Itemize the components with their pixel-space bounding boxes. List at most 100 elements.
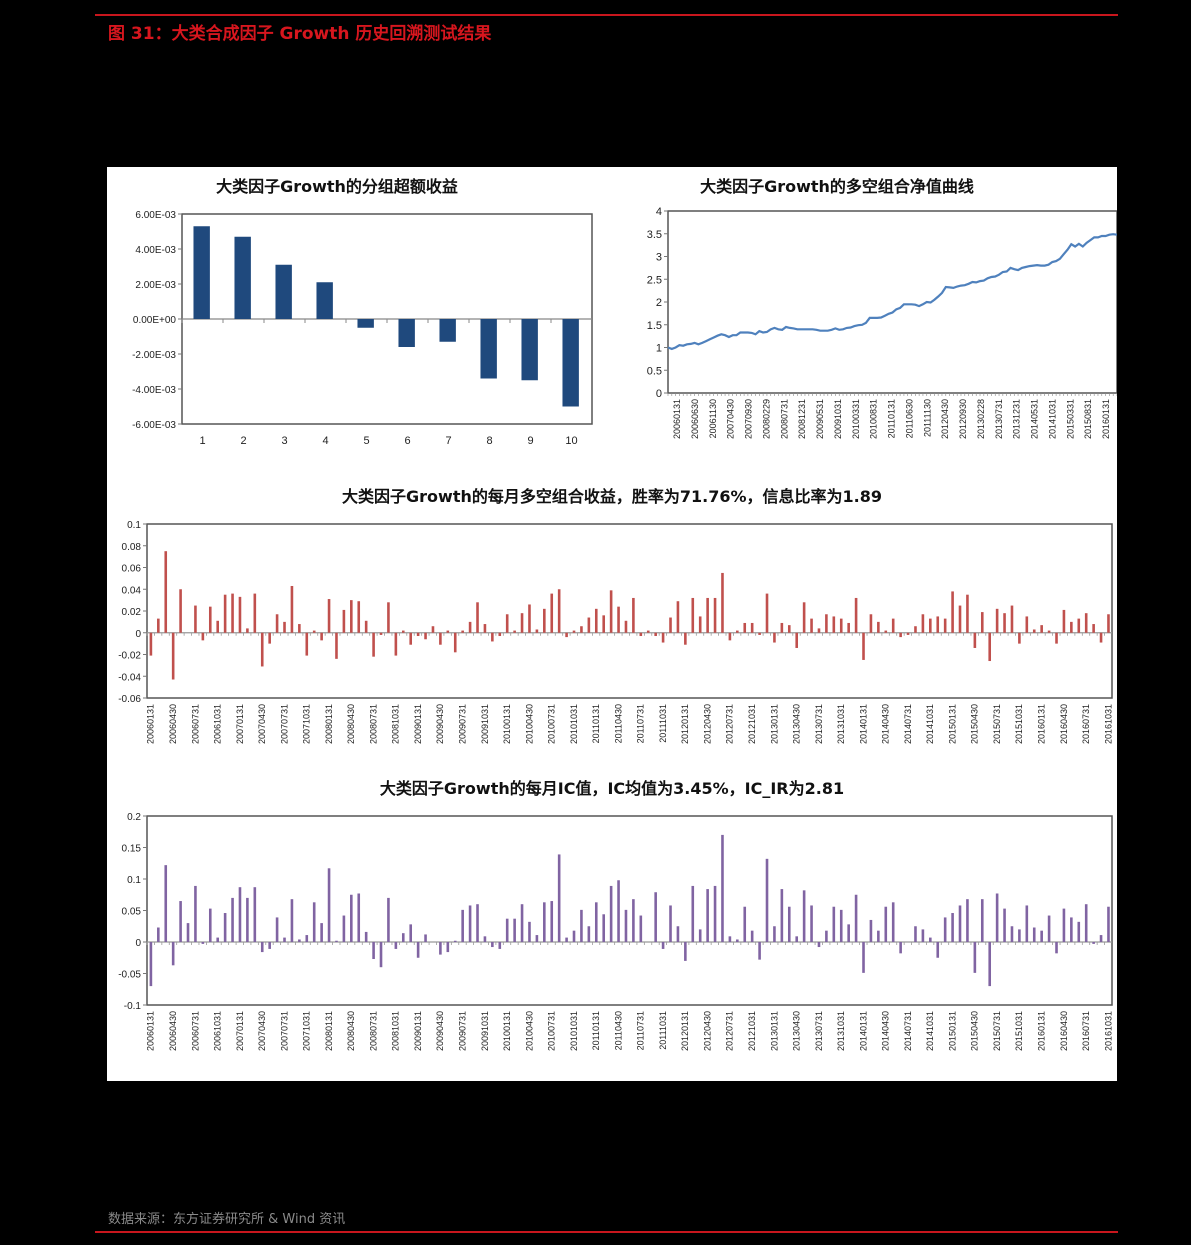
svg-text:20130131: 20130131 bbox=[769, 704, 779, 744]
svg-text:4.00E-03: 4.00E-03 bbox=[135, 245, 176, 256]
svg-text:20150731: 20150731 bbox=[992, 704, 1002, 744]
svg-text:20100131: 20100131 bbox=[502, 1011, 512, 1051]
svg-text:20131031: 20131031 bbox=[836, 1011, 846, 1051]
svg-text:20070430: 20070430 bbox=[257, 1011, 267, 1051]
chart4-title: 大类因子Growth的每月IC值，IC均值为3.45%，IC_IR为2.81 bbox=[379, 779, 845, 798]
svg-text:20140430: 20140430 bbox=[881, 704, 891, 744]
svg-text:20081031: 20081031 bbox=[391, 1011, 401, 1051]
svg-text:-0.1: -0.1 bbox=[124, 1001, 142, 1012]
svg-text:0.08: 0.08 bbox=[122, 542, 142, 553]
svg-text:20120731: 20120731 bbox=[725, 704, 735, 744]
svg-text:20060731: 20060731 bbox=[190, 1011, 200, 1051]
svg-text:20060131: 20060131 bbox=[672, 399, 682, 439]
chart2-title: 大类因子Growth的多空组合净值曲线 bbox=[700, 177, 974, 196]
svg-text:20150430: 20150430 bbox=[970, 704, 980, 744]
svg-text:20141031: 20141031 bbox=[1047, 399, 1057, 439]
svg-text:20090430: 20090430 bbox=[435, 704, 445, 744]
svg-text:20160430: 20160430 bbox=[1059, 1011, 1069, 1051]
svg-text:20070731: 20070731 bbox=[279, 704, 289, 744]
svg-text:-2.00E-03: -2.00E-03 bbox=[132, 350, 176, 361]
svg-text:20140131: 20140131 bbox=[858, 704, 868, 744]
svg-text:1.5: 1.5 bbox=[647, 320, 662, 332]
svg-text:20120430: 20120430 bbox=[702, 1011, 712, 1051]
svg-text:20070131: 20070131 bbox=[235, 1011, 245, 1051]
svg-text:20080229: 20080229 bbox=[761, 399, 771, 439]
svg-text:0.2: 0.2 bbox=[127, 812, 141, 823]
svg-text:3.5: 3.5 bbox=[647, 229, 662, 241]
svg-text:20121031: 20121031 bbox=[747, 704, 757, 744]
svg-text:20071031: 20071031 bbox=[302, 704, 312, 744]
svg-text:6.00E-03: 6.00E-03 bbox=[135, 210, 176, 221]
svg-text:20160131: 20160131 bbox=[1036, 704, 1046, 744]
svg-text:4: 4 bbox=[322, 435, 328, 447]
svg-text:20110131: 20110131 bbox=[591, 1011, 601, 1050]
svg-text:20090131: 20090131 bbox=[413, 704, 423, 744]
chart3-title: 大类因子Growth的每月多空组合收益，胜率为71.76%，信息比率为1.89 bbox=[342, 487, 882, 506]
svg-text:0.1: 0.1 bbox=[127, 520, 141, 531]
svg-text:-0.04: -0.04 bbox=[118, 672, 141, 683]
svg-text:0.1: 0.1 bbox=[127, 875, 141, 886]
svg-text:-4.00E-03: -4.00E-03 bbox=[132, 385, 176, 396]
svg-text:20101031: 20101031 bbox=[569, 704, 579, 744]
svg-text:20130131: 20130131 bbox=[769, 1011, 779, 1051]
svg-text:20121031: 20121031 bbox=[747, 1011, 757, 1051]
figure-title: 图 31：大类合成因子 Growth 历史回溯测试结果 bbox=[108, 24, 492, 44]
svg-text:0.00E+00: 0.00E+00 bbox=[133, 315, 177, 326]
svg-text:5: 5 bbox=[363, 435, 369, 447]
svg-text:20161031: 20161031 bbox=[1103, 1011, 1113, 1051]
svg-text:20091031: 20091031 bbox=[833, 399, 843, 439]
svg-text:20070930: 20070930 bbox=[744, 399, 754, 439]
svg-text:20110630: 20110630 bbox=[904, 399, 914, 438]
svg-text:20140731: 20140731 bbox=[903, 704, 913, 744]
svg-text:20090430: 20090430 bbox=[435, 1011, 445, 1051]
svg-text:20100430: 20100430 bbox=[524, 1011, 534, 1051]
svg-text:20100331: 20100331 bbox=[851, 399, 861, 439]
svg-text:20070731: 20070731 bbox=[279, 1011, 289, 1051]
svg-text:20080131: 20080131 bbox=[324, 704, 334, 744]
svg-text:20090731: 20090731 bbox=[457, 1011, 467, 1051]
svg-text:20111031: 20111031 bbox=[658, 704, 668, 743]
svg-text:20140131: 20140131 bbox=[858, 1011, 868, 1051]
chart-panel: 大类因子Growth的分组超额收益 6.00E-03 4.00E-03 2.00E-… bbox=[107, 167, 1117, 1081]
svg-text:-6.00E-03: -6.00E-03 bbox=[132, 420, 176, 431]
svg-text:20141031: 20141031 bbox=[925, 704, 935, 744]
svg-text:10: 10 bbox=[565, 435, 577, 447]
svg-text:20130228: 20130228 bbox=[976, 399, 986, 439]
svg-text:20150831: 20150831 bbox=[1083, 399, 1093, 439]
svg-text:0.05: 0.05 bbox=[122, 907, 142, 918]
svg-text:20100131: 20100131 bbox=[502, 704, 512, 744]
svg-text:1: 1 bbox=[199, 435, 205, 447]
svg-text:20120930: 20120930 bbox=[958, 399, 968, 439]
svg-text:20100731: 20100731 bbox=[547, 704, 557, 744]
svg-text:2: 2 bbox=[240, 435, 246, 447]
svg-text:20060131: 20060131 bbox=[146, 1011, 156, 1051]
svg-text:2.5: 2.5 bbox=[647, 274, 662, 286]
monthly-ic-chart: 0.2 0.15 0.1 0.05 0 -0.05 -0.1 20060131 20060430… bbox=[118, 812, 1113, 1051]
svg-text:20060430: 20060430 bbox=[168, 704, 178, 744]
svg-text:20070430: 20070430 bbox=[726, 399, 736, 439]
svg-text:2: 2 bbox=[656, 297, 662, 309]
svg-text:20120731: 20120731 bbox=[725, 1011, 735, 1051]
svg-text:20100731: 20100731 bbox=[547, 1011, 557, 1051]
svg-text:20080731: 20080731 bbox=[368, 704, 378, 744]
bottom-rule bbox=[95, 1231, 1118, 1233]
svg-text:20111130: 20111130 bbox=[922, 399, 932, 437]
svg-text:20110731: 20110731 bbox=[636, 704, 646, 743]
svg-text:20131231: 20131231 bbox=[1012, 399, 1022, 439]
svg-text:20141031: 20141031 bbox=[925, 1011, 935, 1051]
svg-text:20061031: 20061031 bbox=[213, 1011, 223, 1051]
svg-text:20080430: 20080430 bbox=[346, 704, 356, 744]
svg-text:20140731: 20140731 bbox=[903, 1011, 913, 1051]
svg-text:20080731: 20080731 bbox=[368, 1011, 378, 1051]
svg-text:-0.05: -0.05 bbox=[118, 970, 141, 981]
svg-text:20130731: 20130731 bbox=[814, 704, 824, 744]
svg-text:20061130: 20061130 bbox=[708, 399, 718, 438]
svg-text:20060131: 20060131 bbox=[146, 704, 156, 744]
svg-text:20151031: 20151031 bbox=[1014, 1011, 1024, 1051]
svg-text:20061031: 20061031 bbox=[213, 704, 223, 744]
svg-text:20130731: 20130731 bbox=[994, 399, 1004, 439]
svg-text:20160731: 20160731 bbox=[1081, 704, 1091, 744]
svg-text:4: 4 bbox=[656, 206, 662, 218]
svg-text:8: 8 bbox=[486, 435, 492, 447]
svg-text:0.04: 0.04 bbox=[122, 585, 142, 596]
